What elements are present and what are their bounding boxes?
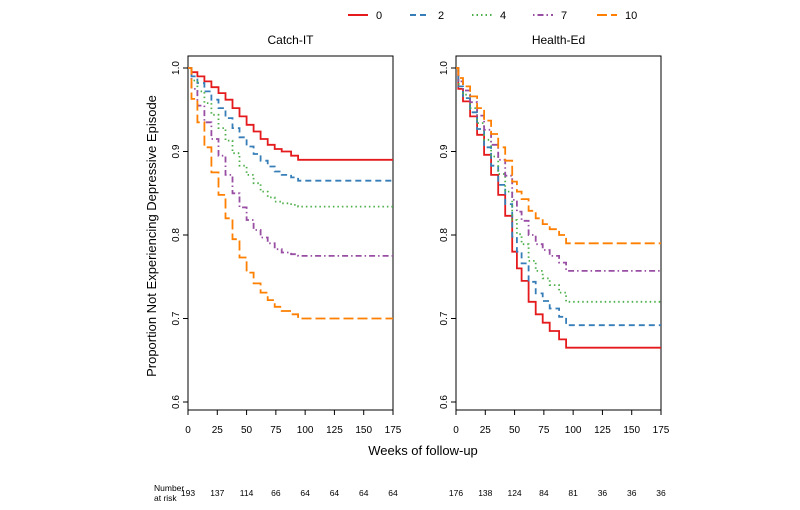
series-line-7	[456, 67, 661, 272]
plot-frame	[455, 55, 662, 411]
risk-number: 64	[388, 488, 398, 498]
panel-title: Catch-IT	[267, 33, 314, 47]
series-line-4	[456, 67, 661, 303]
legend-label-4: 4	[500, 10, 506, 22]
series-line-2	[456, 67, 661, 327]
panel-health-ed: Health-Ed 0.6 0.7 0.8 0.9 1.0 0 25 50 75 100 125 150…	[439, 33, 670, 436]
series-line-0	[188, 67, 393, 161]
x-tick-label: 150	[623, 425, 640, 436]
legend-label-10: 10	[625, 10, 637, 22]
y-tick-label: 0.7	[171, 311, 182, 325]
risk-number: 36	[598, 488, 608, 498]
x-tick-label: 125	[326, 425, 343, 436]
x-tick-label: 50	[509, 425, 521, 436]
series-line-7	[188, 67, 393, 257]
risk-number: 66	[271, 488, 281, 498]
risk-number: 114	[240, 488, 254, 498]
x-tick-label: 25	[480, 425, 492, 436]
y-tick-label: 0.8	[171, 228, 182, 242]
x-tick-label: 100	[297, 425, 314, 436]
legend-label-2: 2	[438, 10, 444, 22]
x-tick-label: 100	[565, 425, 582, 436]
risk-table-label-line1: Number	[154, 483, 184, 493]
y-tick-label: 0.6	[439, 395, 450, 409]
risk-number: 64	[330, 488, 340, 498]
risk-number: 138	[478, 488, 492, 498]
series-line-2	[188, 67, 393, 182]
x-tick-label: 0	[185, 425, 191, 436]
x-tick-label: 50	[241, 425, 253, 436]
y-tick-label: 0.9	[439, 144, 450, 158]
panel-catch-it: Catch-IT 0.6 0.7 0.8 0.9 1.0 0 25 50 75 100 125 150 1…	[171, 33, 402, 436]
legend-label-0: 0	[376, 10, 382, 22]
risk-number: 176	[449, 488, 463, 498]
risk-number: 193	[181, 488, 195, 498]
x-axis-label: Weeks of follow-up	[368, 443, 478, 458]
risk-number: 36	[627, 488, 637, 498]
y-tick-label: 1.0	[171, 61, 182, 75]
series-line-0	[456, 67, 661, 349]
risk-number: 124	[507, 488, 521, 498]
risk-number: 81	[568, 488, 578, 498]
legend: 0 2 4 7 10	[348, 10, 637, 22]
risk-number: 36	[656, 488, 666, 498]
x-tick-label: 75	[270, 425, 282, 436]
panels: Catch-IT 0.6 0.7 0.8 0.9 1.0 0 25 50 75 100 125 150 1…	[171, 33, 670, 436]
x-tick-label: 0	[453, 425, 459, 436]
y-tick-label: 0.9	[171, 144, 182, 158]
panel-title: Health-Ed	[532, 33, 585, 47]
x-tick-label: 150	[355, 425, 372, 436]
series-line-4	[188, 67, 393, 208]
y-tick-label: 1.0	[439, 61, 450, 75]
series-line-10	[188, 67, 393, 320]
plot-frame	[187, 55, 394, 411]
risk-number: 137	[210, 488, 224, 498]
y-tick-label: 0.6	[171, 395, 182, 409]
x-tick-label: 175	[385, 425, 402, 436]
risk-number: 64	[359, 488, 369, 498]
risk-number: 84	[539, 488, 549, 498]
x-tick-label: 75	[538, 425, 550, 436]
y-axis-label: Proportion Not Experiencing Depressive E…	[144, 95, 159, 377]
risk-table-label-line2: at risk	[154, 493, 177, 503]
risk-table: Number at risk 193 137 114 66 64 64 64 64 176 138…	[154, 483, 666, 503]
x-tick-label: 25	[212, 425, 224, 436]
risk-number: 64	[300, 488, 310, 498]
x-tick-label: 175	[653, 425, 670, 436]
legend-label-7: 7	[561, 10, 567, 22]
series-line-10	[456, 67, 661, 245]
x-tick-label: 125	[594, 425, 611, 436]
y-tick-label: 0.8	[439, 228, 450, 242]
y-tick-label: 0.7	[439, 311, 450, 325]
